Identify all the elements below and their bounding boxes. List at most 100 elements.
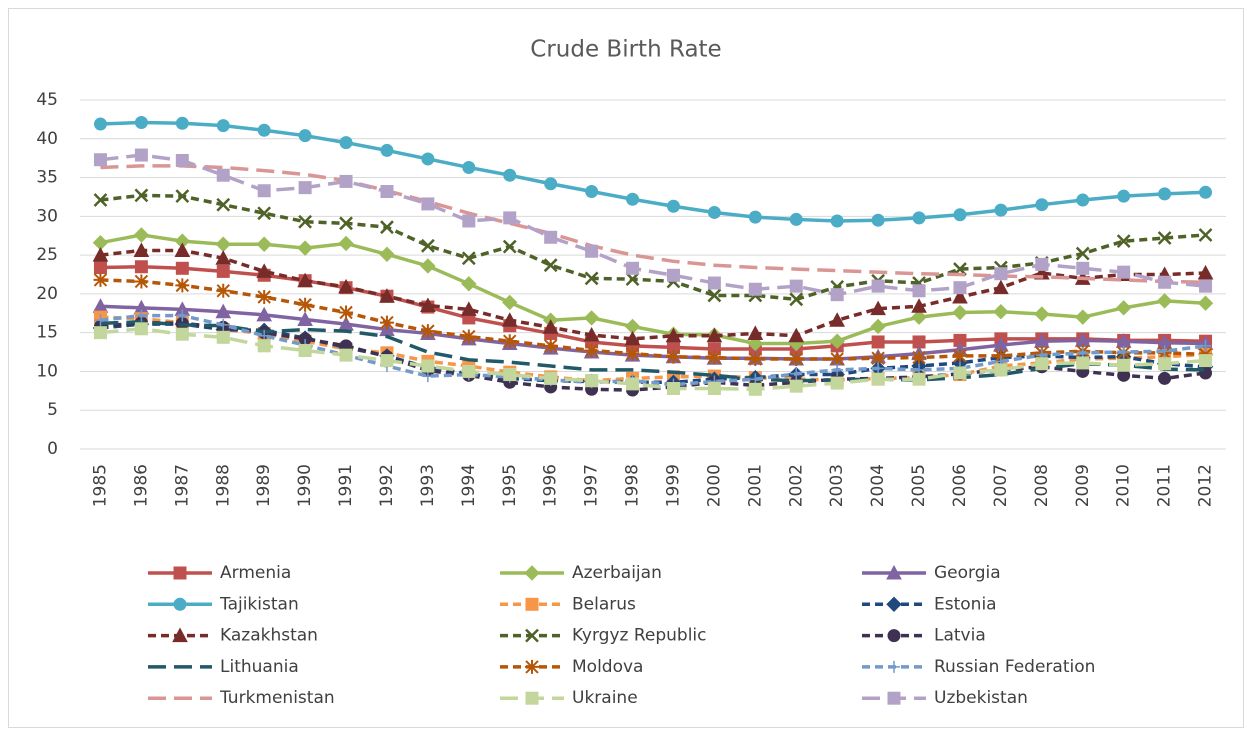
x-tick-label: 2003 [827,464,847,507]
data-point [584,343,599,358]
data-point [175,261,189,275]
data-point [215,250,232,265]
x-tick-label: 1998 [623,464,643,507]
legend-marker [886,596,902,613]
legend-label: Russian Federation [934,657,1095,677]
x-tick-label: 2010 [1114,464,1134,507]
data-point [216,283,231,298]
data-point [1158,371,1172,385]
data-point [831,363,844,376]
data-point [175,153,189,167]
legend-label: Latvia [934,626,986,646]
series-line [100,120,1206,223]
data-point [1158,275,1172,289]
y-tick-label: 40 [36,129,58,149]
data-point [706,327,723,343]
data-point [338,278,354,294]
data-point [216,119,230,133]
data-point [93,193,108,207]
x-tick-label: 2004 [868,464,888,507]
data-point [871,372,885,386]
data-point [625,272,640,287]
series-line [100,248,1206,341]
data-point [1117,189,1131,203]
legend-label: Kazakhstan [220,626,318,646]
data-point [420,324,435,339]
data-point [871,213,885,227]
x-tick-label: 1991 [336,464,356,507]
data-point [134,260,148,274]
x-tick-label: 2012 [1196,464,1216,507]
legend-label: Armenia [220,563,291,583]
data-point [666,382,680,396]
data-point [870,318,886,335]
data-point [830,214,844,228]
data-point [747,325,764,340]
data-point [298,129,312,143]
data-point [1117,358,1131,372]
legend-marker [525,659,539,674]
data-point [789,352,804,367]
data-point [1076,261,1090,275]
data-point [707,382,721,396]
data-point [1116,234,1131,249]
data-point [297,272,313,288]
data-point [666,268,680,282]
data-point [911,298,927,313]
legend-label: Ukraine [572,688,638,708]
data-point [707,288,722,303]
x-tick-label: 2011 [1155,464,1175,507]
data-point [461,251,476,266]
data-point [174,242,191,257]
data-point [1117,346,1130,359]
data-point [256,236,272,252]
data-point [626,261,640,275]
data-point [544,371,558,385]
data-point [93,153,107,167]
legend-marker [525,691,539,705]
data-point [93,272,108,287]
x-tick-label: 1985 [90,464,110,507]
data-point [420,297,436,313]
data-point [748,352,763,367]
data-point [175,278,190,293]
legend-marker [524,565,540,581]
data-point [1198,228,1213,242]
x-tick-label: 1988 [213,464,233,507]
data-point [790,367,803,380]
data-point [583,310,600,326]
y-tick-label: 15 [36,323,58,343]
data-point [501,312,518,327]
data-point [135,309,148,322]
legend-marker [888,660,900,673]
data-point [175,327,189,341]
data-point [993,304,1009,320]
data-point [542,319,559,334]
data-point [911,309,927,325]
series-line [100,164,1206,285]
data-point [953,366,967,380]
legend-marker [173,597,187,611]
data-point [92,247,109,262]
series-line [100,304,1206,361]
x-tick-label: 1999 [663,464,683,507]
data-point [544,230,558,244]
data-point [624,330,641,346]
y-tick-label: 0 [47,439,58,459]
data-point [789,379,803,393]
data-point [216,330,230,344]
data-point [994,363,1008,377]
data-point [462,364,476,378]
data-point [297,240,313,256]
data-point [502,334,517,349]
data-point [870,300,886,316]
data-point [380,143,394,157]
data-point [1199,339,1212,352]
data-point [421,197,435,211]
series-line [100,313,1206,387]
data-point [175,189,190,204]
data-point [133,242,150,257]
x-tick-label: 2005 [909,464,929,507]
data-point [379,288,395,303]
data-point [379,246,395,263]
